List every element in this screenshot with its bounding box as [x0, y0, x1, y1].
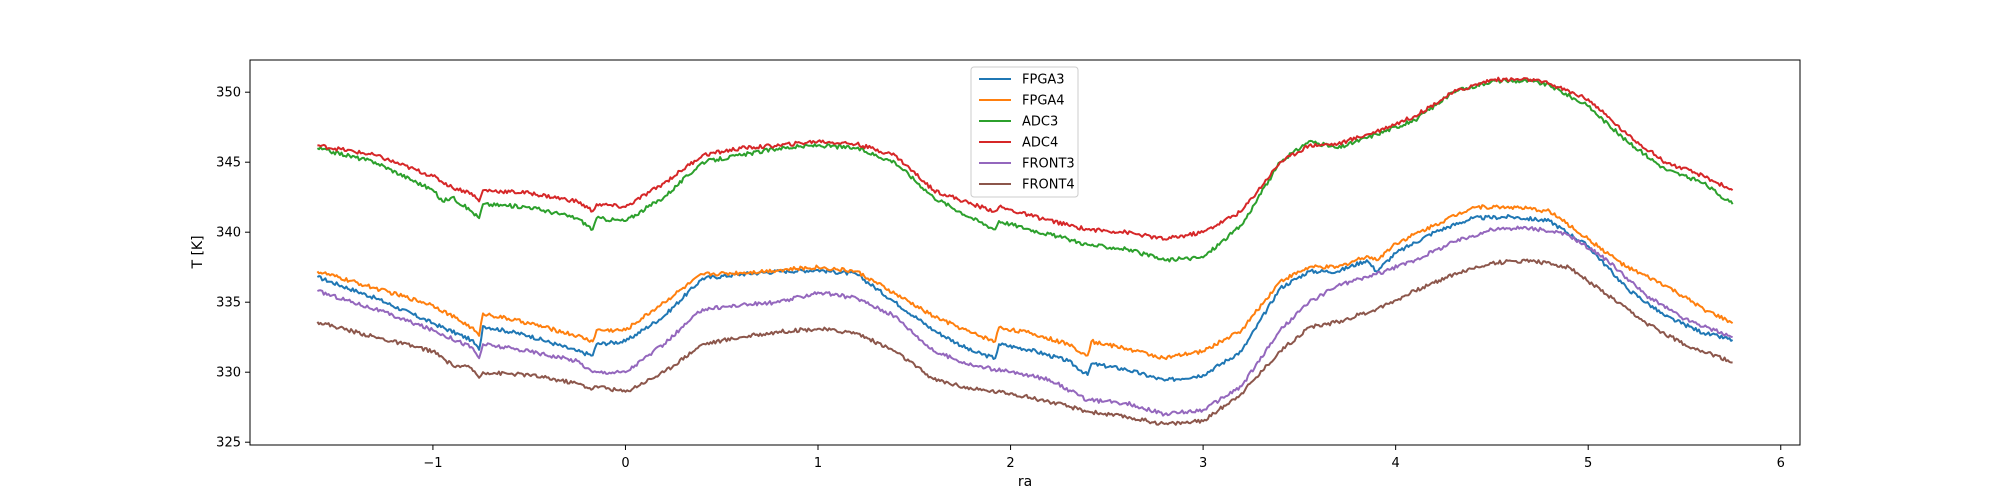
series-line-fpga4 [316, 204, 1734, 361]
legend-label-fpga3: FPGA3 [1022, 73, 1065, 88]
x-tick-label: −1 [423, 456, 442, 471]
legend-label-adc4: ADC4 [1022, 136, 1058, 151]
x-tick-label: 4 [1392, 456, 1400, 471]
y-tick-label: 330 [216, 366, 241, 381]
x-tick-label: 2 [1006, 456, 1014, 471]
series-line-adc4 [317, 76, 1734, 241]
legend: FPGA3 FPGA4 ADC3 ADC4 FRONT3 FRONT4 [970, 66, 1079, 198]
y-tick-label: 350 [216, 86, 241, 101]
legend-label-front4: FRONT4 [1022, 178, 1075, 193]
series-layer [316, 76, 1734, 426]
y-axis-ticks: 325 330 335 340 345 350 [216, 86, 250, 451]
series-line-front3 [317, 225, 1733, 417]
legend-label-front3: FRONT3 [1022, 157, 1075, 172]
legend-label-fpga4: FPGA4 [1022, 94, 1065, 109]
y-tick-label: 335 [216, 296, 241, 311]
legend-label-adc3: ADC3 [1022, 115, 1058, 130]
x-tick-label: 1 [814, 456, 822, 471]
y-tick-label: 340 [216, 226, 241, 241]
x-tick-label: 3 [1199, 456, 1207, 471]
plot-frame [249, 59, 1801, 446]
x-axis-label: ra [1018, 474, 1032, 490]
x-tick-label: 6 [1777, 456, 1785, 471]
series-line-fpga3 [316, 214, 1734, 382]
x-tick-label: 5 [1584, 456, 1592, 471]
y-tick-label: 325 [216, 436, 241, 451]
y-axis-label: T [K] [190, 235, 206, 269]
x-tick-label: 0 [621, 456, 629, 471]
y-tick-label: 345 [216, 156, 241, 171]
series-line-front4 [316, 258, 1733, 426]
x-axis-ticks: −1 0 1 2 3 4 5 6 [423, 445, 1785, 471]
